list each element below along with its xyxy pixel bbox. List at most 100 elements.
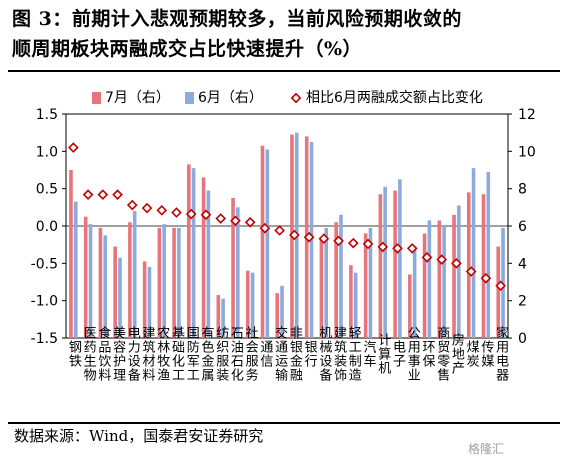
change-marker <box>68 142 79 153</box>
bar-july <box>275 293 280 338</box>
bar-july <box>422 233 427 338</box>
x-tick-label: 建筑装饰 <box>331 326 347 382</box>
x-tick-label: 国防军工 <box>184 326 200 382</box>
bar-july <box>201 177 206 338</box>
change-marker <box>215 213 227 224</box>
x-tick-label: 通信 <box>257 340 273 368</box>
bar-june <box>383 186 387 338</box>
legend-label-change: 相比6月两融成交额占比变化 <box>306 89 483 106</box>
bar-july <box>334 222 338 338</box>
x-tick-label: 房地产 <box>449 332 465 375</box>
chart-title-line-2: 顺周期板块两融成交占比快速提升（%） <box>12 38 363 60</box>
bar-july <box>393 190 397 338</box>
x-tick-label: 建筑材料 <box>140 326 156 382</box>
bar-june <box>73 201 78 338</box>
bar-july <box>98 227 103 338</box>
change-marker <box>141 202 153 214</box>
x-tick-label: 银行 <box>302 340 318 368</box>
legend-swatch-june <box>185 92 194 104</box>
x-tick-labels: 钢铁 医药生物 食品饮料 美容护理 电力设备 建筑材料 农林牧渔 基础化工 国防军工 有色金属 纺织… <box>66 325 509 382</box>
legend-label-june: 6月（右） <box>198 90 263 106</box>
bar-june <box>103 235 108 338</box>
bar-july <box>113 246 117 338</box>
y-right-tick-label: 4 <box>518 256 527 272</box>
legend-swatch-july <box>92 92 101 104</box>
bar-july <box>349 265 353 338</box>
axes: 1.5 1.0 0.5 0.0 -0.5 -1.0 -1.5 12 10 8 6 4 2 0 <box>31 107 536 347</box>
change-marker <box>436 254 448 265</box>
bar-june <box>191 168 196 338</box>
watermark-text: 格隆汇 <box>468 442 505 456</box>
bar-july <box>260 145 265 338</box>
bar-june <box>280 285 284 338</box>
x-tick-label: 电力设备 <box>125 326 141 382</box>
bar-july <box>363 233 368 338</box>
bar-june <box>486 171 491 338</box>
change-marker <box>259 222 271 234</box>
bar-july <box>83 216 88 338</box>
bar-july <box>69 170 73 338</box>
change-marker <box>377 241 389 253</box>
x-tick-label: 家用电器 <box>493 325 509 382</box>
change-marker <box>318 233 330 245</box>
bar-july <box>378 194 383 338</box>
y-right-tick-label: 6 <box>518 219 527 235</box>
bar-line-chart: 7月（右） 6月（右） 相比6月两融成交额占比变化 1.5 1.0 0.5 0.0 -0.5… <box>31 89 536 382</box>
bar-july <box>452 214 456 338</box>
bar-june <box>324 227 329 338</box>
y-left-tick-label: 1.5 <box>36 107 58 123</box>
change-marker <box>112 189 123 200</box>
bar-july <box>408 274 412 338</box>
legend: 7月（右） 6月（右） 相比6月两融成交额占比变化 <box>92 89 483 106</box>
change-marker <box>185 208 197 220</box>
change-marker <box>200 209 212 221</box>
y-right-tick-label: 10 <box>518 144 536 160</box>
x-tick-label: 环保 <box>419 340 435 368</box>
x-tick-label: 石油石化 <box>228 326 244 382</box>
change-marker <box>126 199 138 211</box>
change-marker <box>303 231 315 243</box>
bar-july <box>172 227 176 338</box>
bar-june <box>147 267 152 338</box>
bar-july <box>157 227 162 338</box>
bar-july <box>245 270 250 338</box>
bar-june <box>457 205 461 338</box>
bar-june <box>265 149 270 338</box>
bar-june <box>221 298 225 338</box>
x-tick-label: 煤炭 <box>464 340 480 368</box>
bar-june <box>118 257 122 338</box>
bar-june <box>88 224 93 338</box>
bar-july <box>142 261 147 338</box>
x-tick-label: 医药生物 <box>81 326 97 382</box>
x-tick-label: 交通运输 <box>272 325 288 382</box>
change-marker <box>274 225 285 236</box>
legend-swatch-change <box>290 92 302 104</box>
y-right-tick-label: 8 <box>518 182 527 198</box>
watermark: 格隆汇 <box>468 440 504 457</box>
change-marker <box>480 272 492 284</box>
bar-june <box>471 168 476 338</box>
x-tick-label: 钢铁 <box>66 340 82 368</box>
bar-july <box>481 194 486 338</box>
y-left-tick-label: -1.0 <box>31 294 58 310</box>
bar-july <box>319 237 324 338</box>
legend-label-july: 7月（右） <box>105 90 170 106</box>
change-marker <box>495 280 506 292</box>
change-marker <box>333 235 344 247</box>
chart-title-line-1: 图 3：前期计入悲观预期较多，当前风险预期收敛的 <box>12 8 462 30</box>
bar-july <box>496 246 501 338</box>
y-left-tick-label: -0.5 <box>31 256 58 272</box>
change-marker <box>421 252 433 263</box>
y-right-tick-label: 2 <box>518 294 527 310</box>
bar-june <box>162 224 166 338</box>
bar-june <box>339 214 343 338</box>
change-marker <box>82 189 94 200</box>
x-tick-label: 非银金融 <box>287 326 303 382</box>
change-marker <box>347 237 359 249</box>
change-marker <box>392 243 403 254</box>
change-marker <box>289 229 300 241</box>
change-markers <box>68 142 506 292</box>
bar-june <box>177 227 181 338</box>
y-right-tick-label: 12 <box>518 107 536 123</box>
bar-june <box>236 207 240 338</box>
